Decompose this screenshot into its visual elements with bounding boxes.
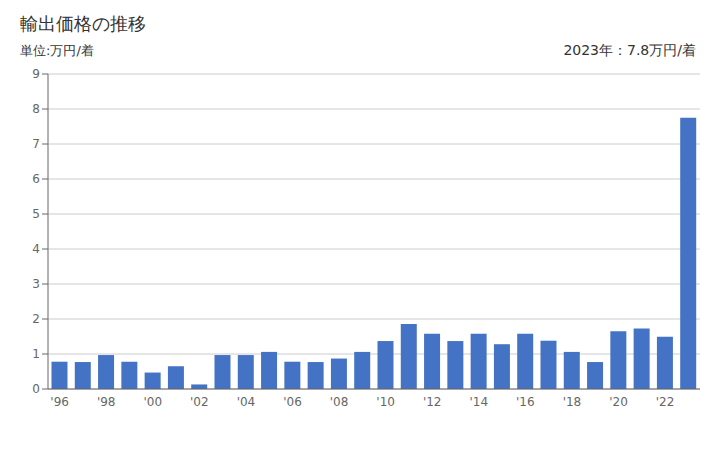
svg-text:8: 8	[32, 102, 40, 116]
svg-text:'22: '22	[656, 395, 675, 409]
svg-text:4: 4	[32, 242, 40, 256]
svg-text:'06: '06	[283, 395, 302, 409]
svg-text:1: 1	[32, 347, 40, 361]
svg-text:'16: '16	[516, 395, 535, 409]
svg-text:'00: '00	[143, 395, 162, 409]
svg-text:'10: '10	[376, 395, 395, 409]
svg-text:3: 3	[32, 277, 40, 291]
svg-text:'12: '12	[423, 395, 442, 409]
svg-text:6: 6	[32, 172, 40, 186]
svg-text:'14: '14	[469, 395, 488, 409]
svg-text:9: 9	[32, 67, 40, 81]
svg-text:0: 0	[32, 382, 40, 396]
svg-text:'02: '02	[190, 395, 209, 409]
svg-text:'04: '04	[237, 395, 256, 409]
html-text:単位:万円/着: 単位:万円/着	[20, 43, 94, 58]
html-text:輸出価格の推移: 輸出価格の推移	[20, 13, 146, 34]
svg-text:'20: '20	[609, 395, 628, 409]
svg-text:7: 7	[32, 137, 40, 151]
svg-text:'98: '98	[97, 395, 116, 409]
html-text:2023年：7.8万円/着: 2023年：7.8万円/着	[563, 42, 696, 58]
svg-text:'96: '96	[50, 395, 69, 409]
svg-text:'18: '18	[563, 395, 582, 409]
svg-text:2: 2	[32, 312, 40, 326]
svg-text:5: 5	[32, 207, 40, 221]
svg-text:'08: '08	[330, 395, 349, 409]
